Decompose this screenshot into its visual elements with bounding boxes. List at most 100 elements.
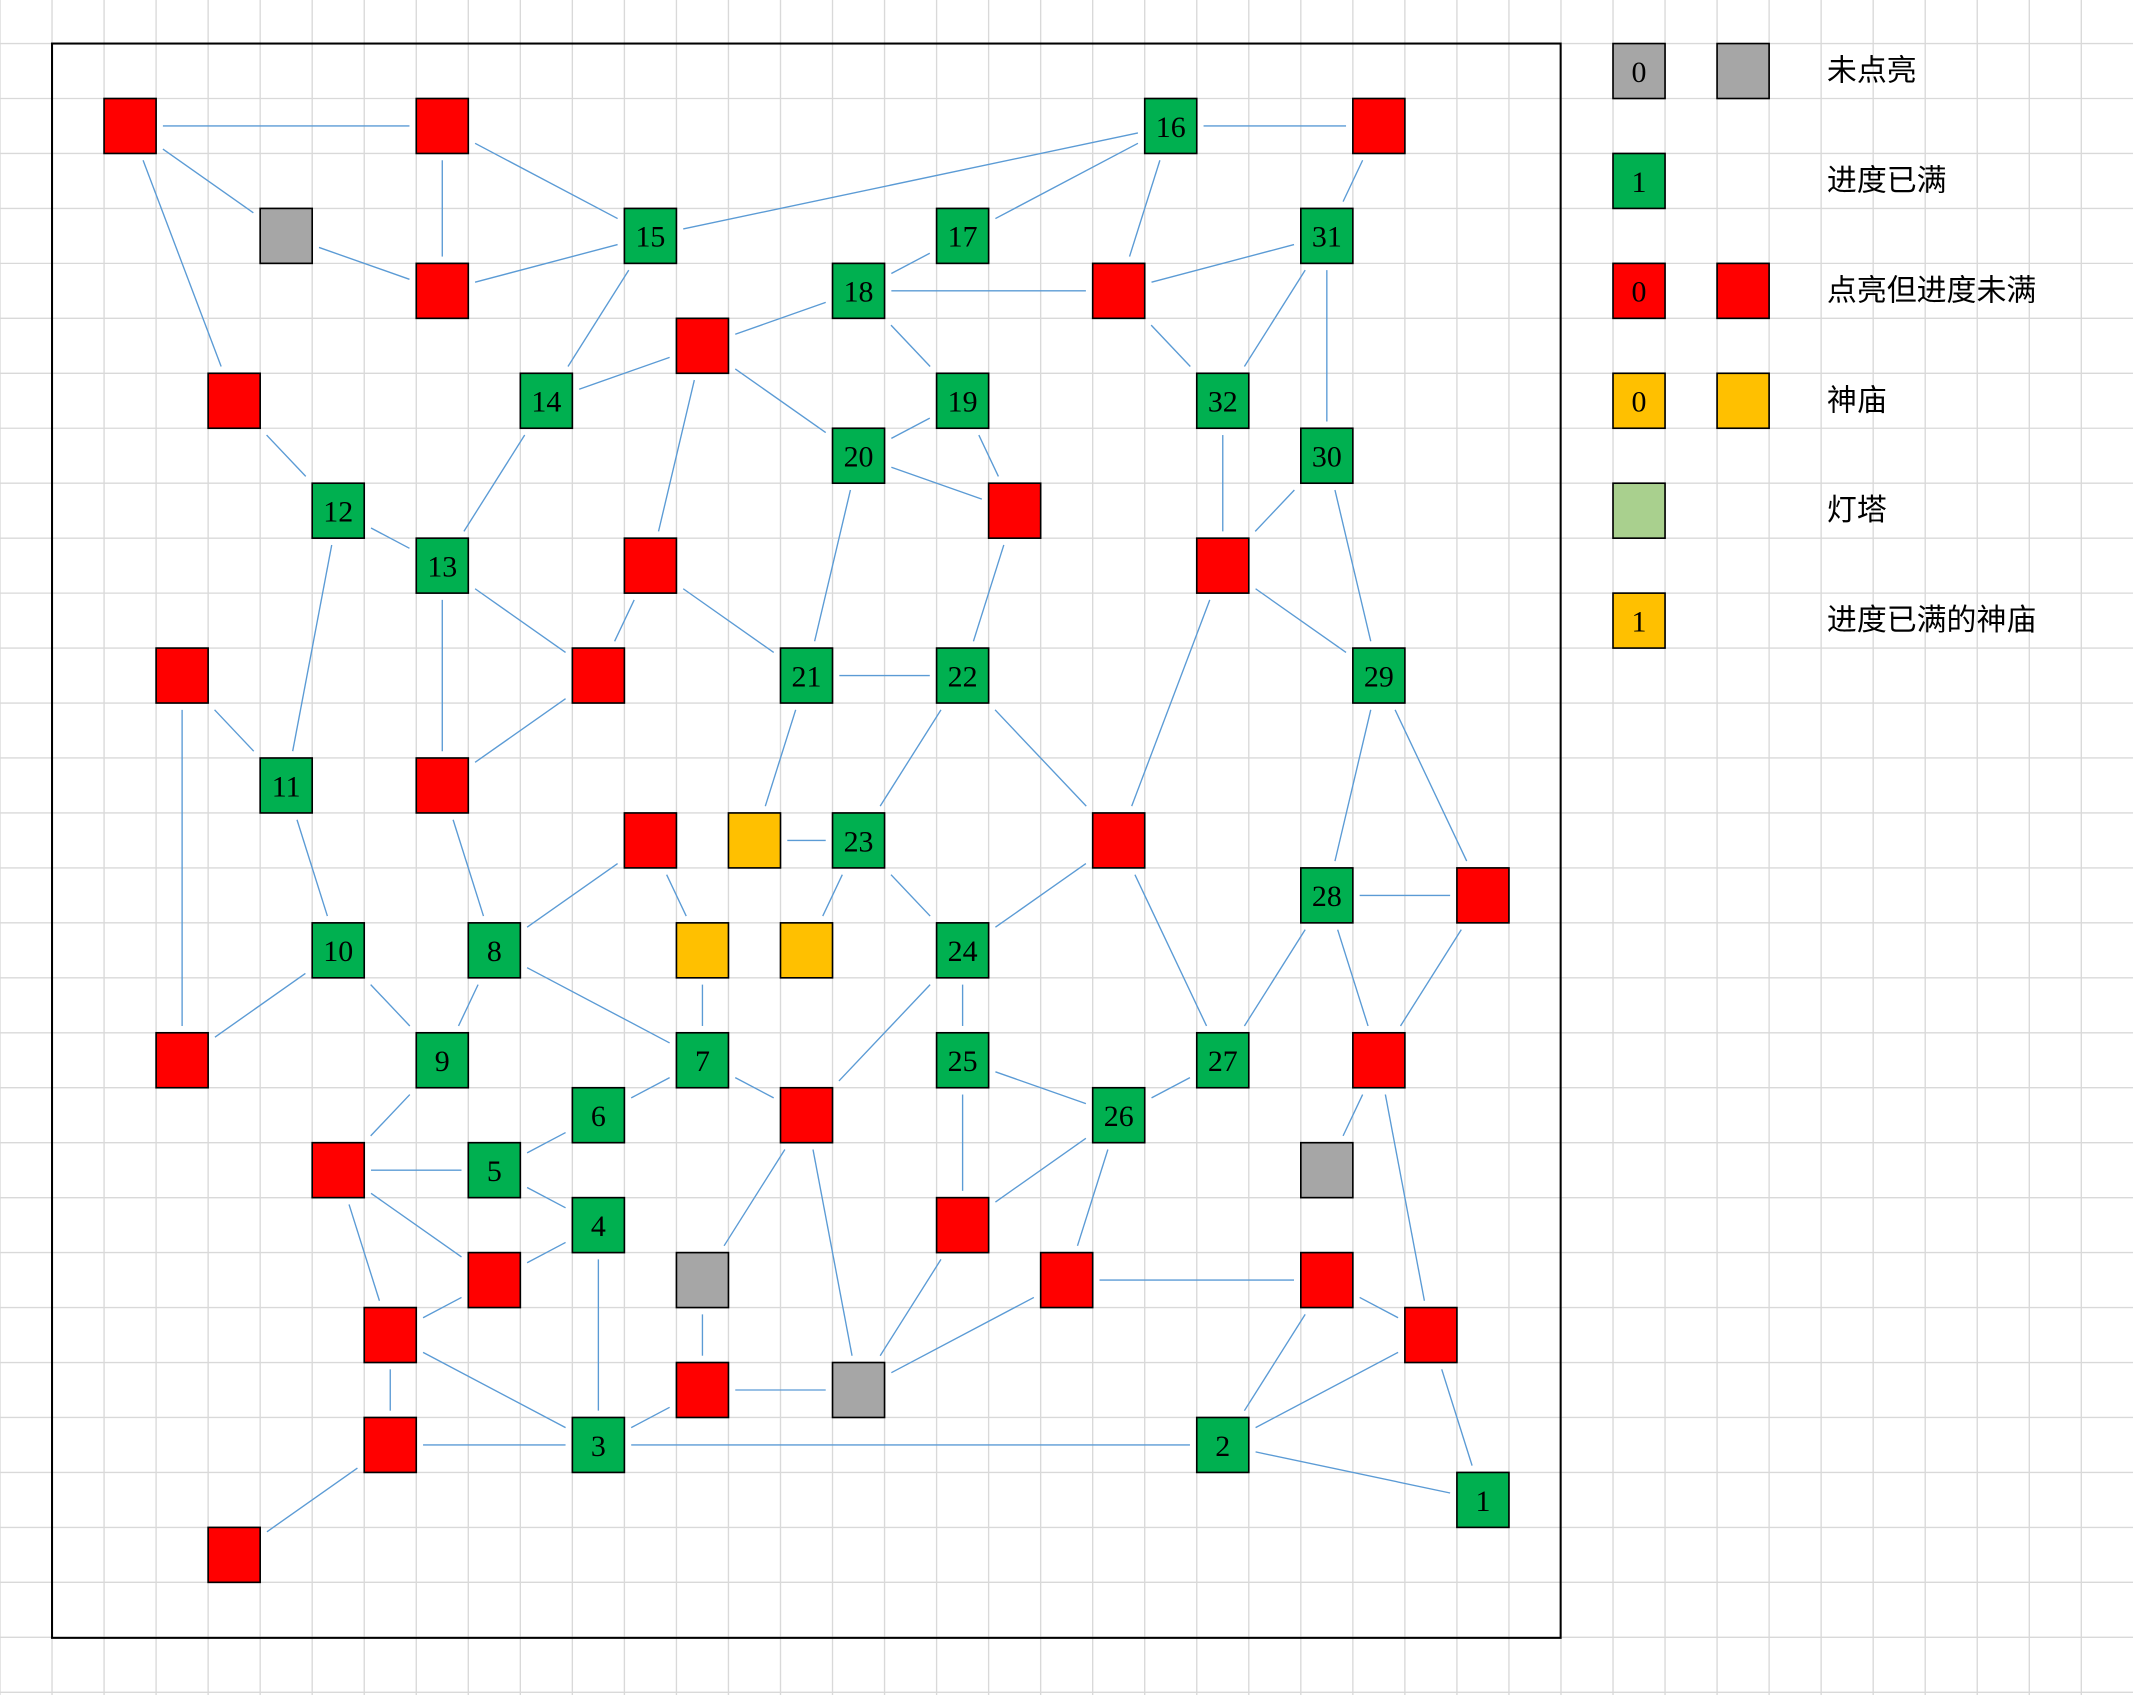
edge	[891, 417, 931, 439]
legend-swatch	[1612, 592, 1666, 649]
node	[779, 647, 834, 704]
edge	[370, 1192, 462, 1258]
node	[155, 1031, 209, 1089]
edge	[266, 1467, 358, 1533]
edge	[1342, 1094, 1364, 1137]
edge	[526, 1186, 566, 1209]
node	[571, 647, 626, 704]
edge	[474, 142, 618, 220]
node	[415, 97, 470, 155]
node	[623, 537, 678, 594]
legend-swatch	[1612, 152, 1666, 210]
node-label: 28	[1312, 880, 1342, 913]
node	[1300, 867, 1354, 924]
edge	[1134, 874, 1208, 1027]
node	[1195, 372, 1250, 430]
node-label: 2	[1215, 1430, 1230, 1463]
edge	[630, 1076, 670, 1099]
node	[779, 922, 834, 979]
node-label: 18	[844, 276, 874, 309]
node	[1456, 1471, 1510, 1529]
edge	[734, 1076, 775, 1099]
edge	[666, 874, 687, 917]
node-label: 10	[323, 935, 353, 968]
edge	[214, 709, 255, 752]
node	[467, 1251, 522, 1309]
node	[415, 757, 470, 814]
edge	[734, 368, 827, 434]
node	[259, 757, 314, 814]
edge	[474, 698, 566, 763]
edge	[370, 527, 410, 549]
edge	[1128, 160, 1161, 257]
node-label: 26	[1104, 1100, 1134, 1133]
edge	[266, 434, 307, 477]
node	[623, 812, 678, 869]
edge	[657, 379, 695, 532]
node	[935, 207, 990, 265]
edge	[452, 819, 485, 917]
edge	[214, 972, 306, 1038]
node	[363, 1416, 418, 1474]
edge	[1150, 324, 1191, 367]
node-label: 32	[1208, 386, 1238, 419]
node	[779, 1086, 834, 1144]
node-label: 13	[427, 550, 457, 583]
node	[831, 262, 886, 320]
edge	[972, 544, 1005, 642]
node-label: 5	[487, 1155, 502, 1188]
node-label: 29	[1364, 660, 1394, 693]
edge	[296, 819, 329, 917]
edge	[683, 132, 1139, 230]
edge	[682, 588, 775, 654]
node	[1039, 1251, 1094, 1309]
node	[1300, 1141, 1354, 1199]
node	[935, 372, 990, 430]
node	[935, 647, 990, 704]
node	[675, 1031, 730, 1089]
edge	[1076, 1149, 1109, 1247]
edges	[142, 125, 1473, 1533]
node	[1300, 427, 1354, 485]
edge	[613, 599, 635, 642]
node-label: 27	[1208, 1045, 1238, 1078]
edge	[1255, 1351, 1399, 1429]
edge	[526, 1131, 566, 1154]
node	[935, 922, 990, 979]
edge	[318, 246, 410, 280]
legend-sample: 0	[1632, 56, 1647, 89]
edge	[1243, 929, 1306, 1027]
edge	[813, 489, 852, 642]
node-label: 20	[844, 441, 874, 474]
edge	[370, 984, 411, 1027]
edge	[890, 874, 931, 917]
node	[1195, 1031, 1250, 1089]
edge	[292, 544, 333, 752]
node	[675, 1251, 730, 1309]
legend-sample: 0	[1632, 386, 1647, 419]
edge	[1131, 599, 1211, 807]
node	[415, 537, 470, 594]
node	[415, 262, 470, 320]
node	[727, 812, 782, 869]
node-label: 3	[591, 1430, 606, 1463]
legend-text: 点亮但进度未满	[1827, 273, 2036, 308]
node	[467, 922, 522, 979]
node-label: 14	[531, 386, 561, 419]
node	[467, 1141, 522, 1199]
node-label: 16	[1156, 111, 1186, 144]
legend-swatch	[1612, 482, 1666, 539]
edge	[1255, 588, 1347, 654]
node	[935, 1196, 990, 1254]
node	[155, 647, 209, 704]
edge	[822, 874, 843, 917]
node-label: 4	[591, 1210, 606, 1243]
node	[311, 1141, 366, 1199]
edge	[457, 984, 479, 1027]
edge	[1151, 1076, 1191, 1099]
edge	[370, 1094, 411, 1137]
node-label: 1	[1475, 1485, 1490, 1518]
